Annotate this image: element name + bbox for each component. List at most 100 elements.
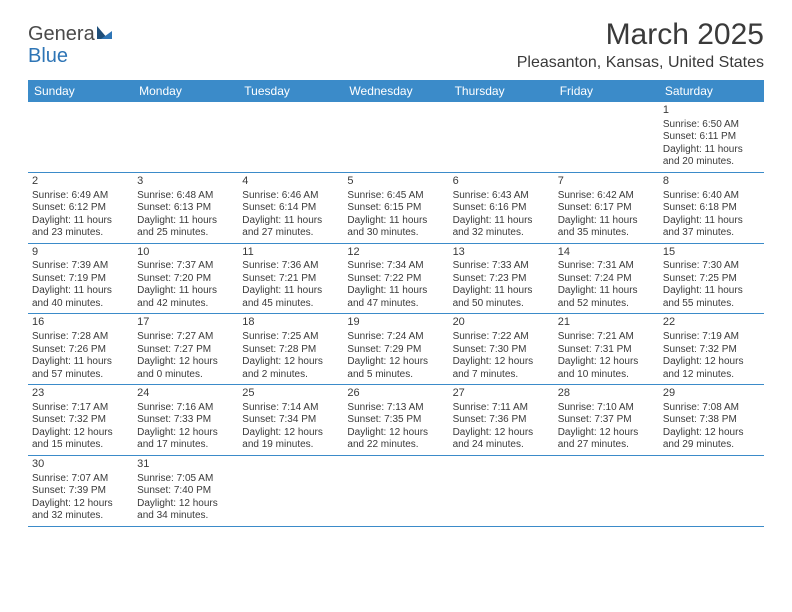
sunset-text: Sunset: 7:28 PM — [242, 344, 339, 357]
day-cell: 22Sunrise: 7:19 AMSunset: 7:32 PMDayligh… — [659, 314, 764, 384]
logo-text: GeneraBlue — [28, 24, 113, 66]
sunset-text: Sunset: 7:22 PM — [347, 273, 444, 286]
sunrise-text: Sunrise: 6:48 AM — [137, 190, 234, 203]
sunrise-text: Sunrise: 7:27 AM — [137, 331, 234, 344]
daylight-text: Daylight: 11 hours and 20 minutes. — [663, 144, 760, 169]
weekday-header: Wednesday — [343, 80, 448, 102]
day-number: 12 — [347, 246, 444, 260]
day-number: 8 — [663, 175, 760, 189]
day-cell: 28Sunrise: 7:10 AMSunset: 7:37 PMDayligh… — [554, 385, 659, 455]
sunrise-text: Sunrise: 6:42 AM — [558, 190, 655, 203]
day-cell: 26Sunrise: 7:13 AMSunset: 7:35 PMDayligh… — [343, 385, 448, 455]
day-number: 9 — [32, 246, 129, 260]
sunrise-text: Sunrise: 6:40 AM — [663, 190, 760, 203]
day-cell: 6Sunrise: 6:43 AMSunset: 6:16 PMDaylight… — [449, 173, 554, 243]
day-cell — [28, 102, 133, 172]
sunset-text: Sunset: 6:11 PM — [663, 131, 760, 144]
sunset-text: Sunset: 7:34 PM — [242, 414, 339, 427]
day-cell — [449, 102, 554, 172]
daylight-text: Daylight: 11 hours and 47 minutes. — [347, 285, 444, 310]
daylight-text: Daylight: 12 hours and 19 minutes. — [242, 427, 339, 452]
day-cell: 17Sunrise: 7:27 AMSunset: 7:27 PMDayligh… — [133, 314, 238, 384]
sunrise-text: Sunrise: 7:14 AM — [242, 402, 339, 415]
sunset-text: Sunset: 7:23 PM — [453, 273, 550, 286]
sunset-text: Sunset: 7:38 PM — [663, 414, 760, 427]
daylight-text: Daylight: 12 hours and 17 minutes. — [137, 427, 234, 452]
sunset-text: Sunset: 7:32 PM — [663, 344, 760, 357]
daylight-text: Daylight: 12 hours and 0 minutes. — [137, 356, 234, 381]
weeks-container: 1Sunrise: 6:50 AMSunset: 6:11 PMDaylight… — [28, 102, 764, 527]
day-cell: 8Sunrise: 6:40 AMSunset: 6:18 PMDaylight… — [659, 173, 764, 243]
daylight-text: Daylight: 11 hours and 57 minutes. — [32, 356, 129, 381]
day-cell: 2Sunrise: 6:49 AMSunset: 6:12 PMDaylight… — [28, 173, 133, 243]
sunset-text: Sunset: 7:21 PM — [242, 273, 339, 286]
sunset-text: Sunset: 7:31 PM — [558, 344, 655, 357]
weekday-header: Sunday — [28, 80, 133, 102]
day-cell — [659, 456, 764, 526]
daylight-text: Daylight: 11 hours and 27 minutes. — [242, 215, 339, 240]
calendar-grid: SundayMondayTuesdayWednesdayThursdayFrid… — [28, 80, 764, 527]
day-cell — [554, 102, 659, 172]
day-number: 6 — [453, 175, 550, 189]
daylight-text: Daylight: 12 hours and 34 minutes. — [137, 498, 234, 523]
sunset-text: Sunset: 7:32 PM — [32, 414, 129, 427]
sunrise-text: Sunrise: 7:05 AM — [137, 473, 234, 486]
daylight-text: Daylight: 11 hours and 45 minutes. — [242, 285, 339, 310]
weekday-header: Tuesday — [238, 80, 343, 102]
day-number: 30 — [32, 458, 129, 472]
sunrise-text: Sunrise: 7:25 AM — [242, 331, 339, 344]
day-cell: 19Sunrise: 7:24 AMSunset: 7:29 PMDayligh… — [343, 314, 448, 384]
day-number: 27 — [453, 387, 550, 401]
day-number: 13 — [453, 246, 550, 260]
daylight-text: Daylight: 12 hours and 12 minutes. — [663, 356, 760, 381]
sunrise-text: Sunrise: 7:16 AM — [137, 402, 234, 415]
day-cell: 12Sunrise: 7:34 AMSunset: 7:22 PMDayligh… — [343, 244, 448, 314]
day-cell — [238, 456, 343, 526]
title-block: March 2025 Pleasanton, Kansas, United St… — [517, 18, 764, 72]
day-cell: 24Sunrise: 7:16 AMSunset: 7:33 PMDayligh… — [133, 385, 238, 455]
day-cell: 7Sunrise: 6:42 AMSunset: 6:17 PMDaylight… — [554, 173, 659, 243]
day-number: 4 — [242, 175, 339, 189]
day-cell: 1Sunrise: 6:50 AMSunset: 6:11 PMDaylight… — [659, 102, 764, 172]
day-number: 22 — [663, 316, 760, 330]
day-number: 31 — [137, 458, 234, 472]
sunrise-text: Sunrise: 6:43 AM — [453, 190, 550, 203]
daylight-text: Daylight: 11 hours and 50 minutes. — [453, 285, 550, 310]
daylight-text: Daylight: 11 hours and 37 minutes. — [663, 215, 760, 240]
day-cell: 31Sunrise: 7:05 AMSunset: 7:40 PMDayligh… — [133, 456, 238, 526]
logo-text-part2: Blue — [28, 45, 68, 67]
day-cell: 16Sunrise: 7:28 AMSunset: 7:26 PMDayligh… — [28, 314, 133, 384]
day-cell: 20Sunrise: 7:22 AMSunset: 7:30 PMDayligh… — [449, 314, 554, 384]
daylight-text: Daylight: 11 hours and 35 minutes. — [558, 215, 655, 240]
day-cell — [449, 456, 554, 526]
day-number: 28 — [558, 387, 655, 401]
sunrise-text: Sunrise: 7:28 AM — [32, 331, 129, 344]
day-number: 18 — [242, 316, 339, 330]
daylight-text: Daylight: 11 hours and 42 minutes. — [137, 285, 234, 310]
sunset-text: Sunset: 7:40 PM — [137, 485, 234, 498]
sunrise-text: Sunrise: 7:39 AM — [32, 260, 129, 273]
logo: GeneraBlue — [28, 18, 113, 66]
sunset-text: Sunset: 6:15 PM — [347, 202, 444, 215]
day-cell — [343, 102, 448, 172]
week-row: 1Sunrise: 6:50 AMSunset: 6:11 PMDaylight… — [28, 102, 764, 173]
sunset-text: Sunset: 7:19 PM — [32, 273, 129, 286]
day-number: 3 — [137, 175, 234, 189]
week-row: 30Sunrise: 7:07 AMSunset: 7:39 PMDayligh… — [28, 456, 764, 527]
day-number: 15 — [663, 246, 760, 260]
sunset-text: Sunset: 7:39 PM — [32, 485, 129, 498]
sunset-text: Sunset: 6:18 PM — [663, 202, 760, 215]
sunset-text: Sunset: 7:24 PM — [558, 273, 655, 286]
day-cell: 27Sunrise: 7:11 AMSunset: 7:36 PMDayligh… — [449, 385, 554, 455]
location-text: Pleasanton, Kansas, United States — [517, 54, 764, 72]
calendar-page: GeneraBlue March 2025 Pleasanton, Kansas… — [0, 0, 792, 527]
daylight-text: Daylight: 11 hours and 55 minutes. — [663, 285, 760, 310]
month-title: March 2025 — [517, 18, 764, 52]
sunset-text: Sunset: 7:37 PM — [558, 414, 655, 427]
sunset-text: Sunset: 7:26 PM — [32, 344, 129, 357]
daylight-text: Daylight: 11 hours and 30 minutes. — [347, 215, 444, 240]
page-header: GeneraBlue March 2025 Pleasanton, Kansas… — [28, 18, 764, 72]
day-number: 14 — [558, 246, 655, 260]
day-cell: 29Sunrise: 7:08 AMSunset: 7:38 PMDayligh… — [659, 385, 764, 455]
sunset-text: Sunset: 6:12 PM — [32, 202, 129, 215]
